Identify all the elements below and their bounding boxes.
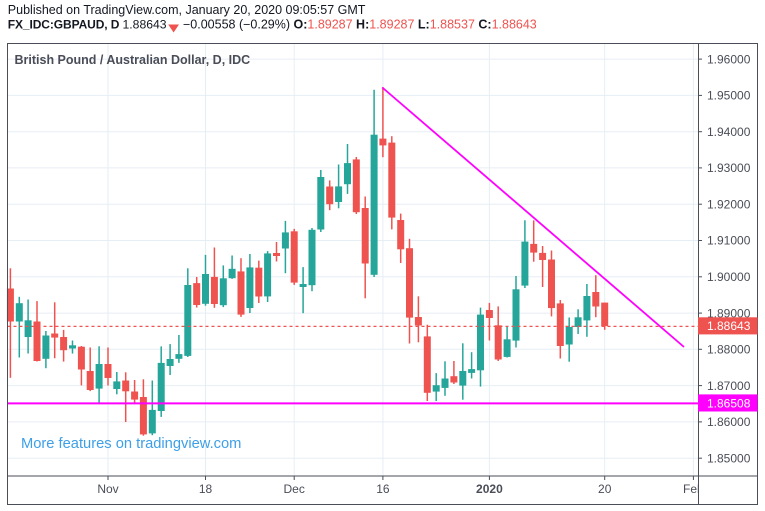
svg-text:Published on TradingView.com,: Published on TradingView.com, January 20… [8,3,366,17]
svg-text:Feb: Feb [683,482,704,496]
svg-text:More features on tradingview.c: More features on tradingview.com [21,436,241,452]
svg-text:1.93000: 1.93000 [707,161,751,175]
svg-text:1.85000: 1.85000 [707,451,751,465]
svg-text:British Pound / Australian Dol: British Pound / Australian Dollar, D, ID… [15,53,251,67]
svg-text:1.89000: 1.89000 [707,306,751,320]
svg-text:16: 16 [376,482,390,496]
svg-text:1.95000: 1.95000 [707,89,751,103]
svg-text:1.92000: 1.92000 [707,197,751,211]
svg-text:1.86508: 1.86508 [707,396,751,410]
svg-text:−0.00558 (−0.29%) O:1.89287 H:: −0.00558 (−0.29%) O:1.89287 H:1.89287 L:… [183,18,537,32]
svg-text:1.90000: 1.90000 [707,270,751,284]
svg-text:1.88643: 1.88643 [123,18,167,32]
svg-text:1.94000: 1.94000 [707,125,751,139]
svg-text:1.87000: 1.87000 [707,379,751,393]
svg-text:2020: 2020 [476,482,503,496]
svg-text:1.86000: 1.86000 [707,415,751,429]
svg-text:20: 20 [598,482,612,496]
svg-text:Dec: Dec [284,482,305,496]
svg-text:1.88643: 1.88643 [707,319,751,333]
svg-text:18: 18 [199,482,213,496]
svg-text:1.88000: 1.88000 [707,343,751,357]
svg-text:Nov: Nov [97,482,118,496]
svg-text:FX_IDC:GBPAUD, D: FX_IDC:GBPAUD, D [8,18,120,32]
svg-text:1.96000: 1.96000 [707,52,751,66]
svg-text:1.91000: 1.91000 [707,234,751,248]
